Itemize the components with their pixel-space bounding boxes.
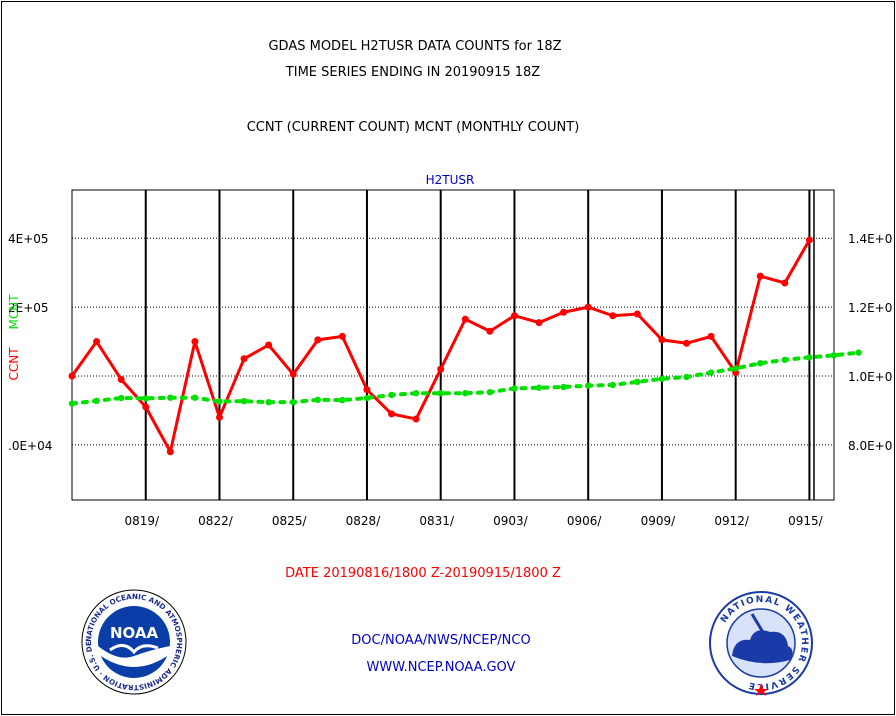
data-point-ccnt [93,338,101,346]
data-point-ccnt [633,310,641,318]
data-point-ccnt [461,315,469,323]
data-point-ccnt [166,448,174,456]
data-point-ccnt [658,336,666,344]
data-point-ccnt [314,336,322,344]
org-text: DOC/NOAA/NWS/NCEP/NCO [351,633,531,648]
data-point-mcnt [535,384,543,391]
data-point-ccnt [805,236,813,244]
data-point-ccnt [117,375,125,383]
data-point-ccnt [437,365,445,373]
data-point-mcnt [634,378,641,386]
data-point-mcnt [216,398,223,405]
data-point-mcnt [806,354,813,361]
x-tick-label: 0906/ [567,514,603,528]
data-point-ccnt [707,332,715,340]
data-point-mcnt [314,396,322,403]
data-point-mcnt [167,394,174,401]
data-point-ccnt [363,386,371,394]
data-point-ccnt [289,370,297,378]
data-point-ccnt [215,413,223,421]
y-axis-label-ccnt: CCNT [7,347,21,381]
y-tick-label-left: .0E+04 [8,439,52,453]
data-point-ccnt [265,341,273,349]
data-point-ccnt [240,355,248,363]
plot-area [71,189,835,501]
y-tick-label-right: 1.0E+0 [848,370,892,384]
data-point-ccnt [584,303,592,311]
data-point-ccnt [191,338,199,346]
data-point-mcnt [560,383,567,391]
data-point-mcnt [462,390,469,397]
date-range: DATE 20190816/1800 Z-20190915/1800 Z [285,566,561,581]
y-tick-label-right: 1.4E+0 [848,232,892,246]
data-point-ccnt [683,339,691,347]
data-point-mcnt [781,356,789,364]
data-point-ccnt [68,372,76,380]
noaa-logo: NATIONAL OCEANIC AND ATMOSPHERIC ADMINIS… [80,588,187,695]
data-point-mcnt [265,398,272,406]
data-point-mcnt [290,398,297,406]
data-point-ccnt [510,312,518,320]
data-point-mcnt [363,394,371,402]
y-axis-label-mcnt: MCNT [7,294,21,330]
data-point-mcnt [584,382,592,389]
data-point-ccnt [781,279,789,287]
data-point-mcnt [93,397,100,404]
data-point-mcnt [683,373,690,381]
data-point-mcnt [757,360,764,367]
data-point-ccnt [412,415,420,423]
data-point-mcnt [511,385,518,392]
data-point-mcnt [855,349,862,356]
x-tick-label: 0912/ [714,514,750,528]
x-tick-label: 0825/ [272,514,308,528]
y-tick-label-right: 8.0E+0 [848,439,892,453]
data-point-mcnt [486,388,494,396]
x-tick-label: 0822/ [198,514,234,528]
url-link[interactable]: WWW.NCEP.NOAA.GOV [366,660,516,675]
data-point-mcnt [191,394,199,401]
y-tick-label-left: 4E+05 [8,232,49,246]
data-point-ccnt [609,312,617,320]
data-point-mcnt [142,395,149,402]
data-point-ccnt [756,272,764,280]
data-point-ccnt [142,403,150,411]
data-point-ccnt [535,319,543,327]
data-point-mcnt [339,396,346,404]
y-tick-label-right: 1.2E+0 [848,301,892,315]
data-point-ccnt [388,410,396,418]
data-point-ccnt [486,327,494,335]
data-point-mcnt [658,375,666,382]
nws-logo: NATIONAL WEATHER SERVICE [709,591,813,696]
data-point-ccnt [338,332,346,340]
header-title: GDAS MODEL H2TUSR DATA COUNTS for 18Z [268,39,562,54]
data-point-mcnt [117,394,125,402]
data-point-mcnt [388,391,395,399]
data-point-mcnt [412,390,420,397]
chart-title: H2TUSR [426,173,475,187]
data-point-mcnt [707,369,715,376]
x-tick-label: 0903/ [493,514,529,528]
header-subtitle: TIME SERIES ENDING IN 20190915 18Z [285,65,541,80]
x-tick-label: 0909/ [641,514,677,528]
data-point-ccnt [560,308,568,316]
data-point-mcnt [240,397,248,405]
x-tick-label: 0831/ [419,514,455,528]
noaa-logo-label: NOAA [110,624,159,642]
x-tick-label: 0828/ [346,514,382,528]
header-legend-text: CCNT (CURRENT COUNT) MCNT (MONTHLY COUNT… [246,120,580,135]
data-point-mcnt [437,390,444,397]
data-point-mcnt [609,381,616,389]
data-point-mcnt [732,365,739,372]
data-point-mcnt [68,400,76,407]
x-tick-label: 0915/ [788,514,824,528]
x-tick-label: 0819/ [124,514,160,528]
data-point-mcnt [830,352,838,359]
y-tick-label-left: 2E+05 [8,301,49,315]
